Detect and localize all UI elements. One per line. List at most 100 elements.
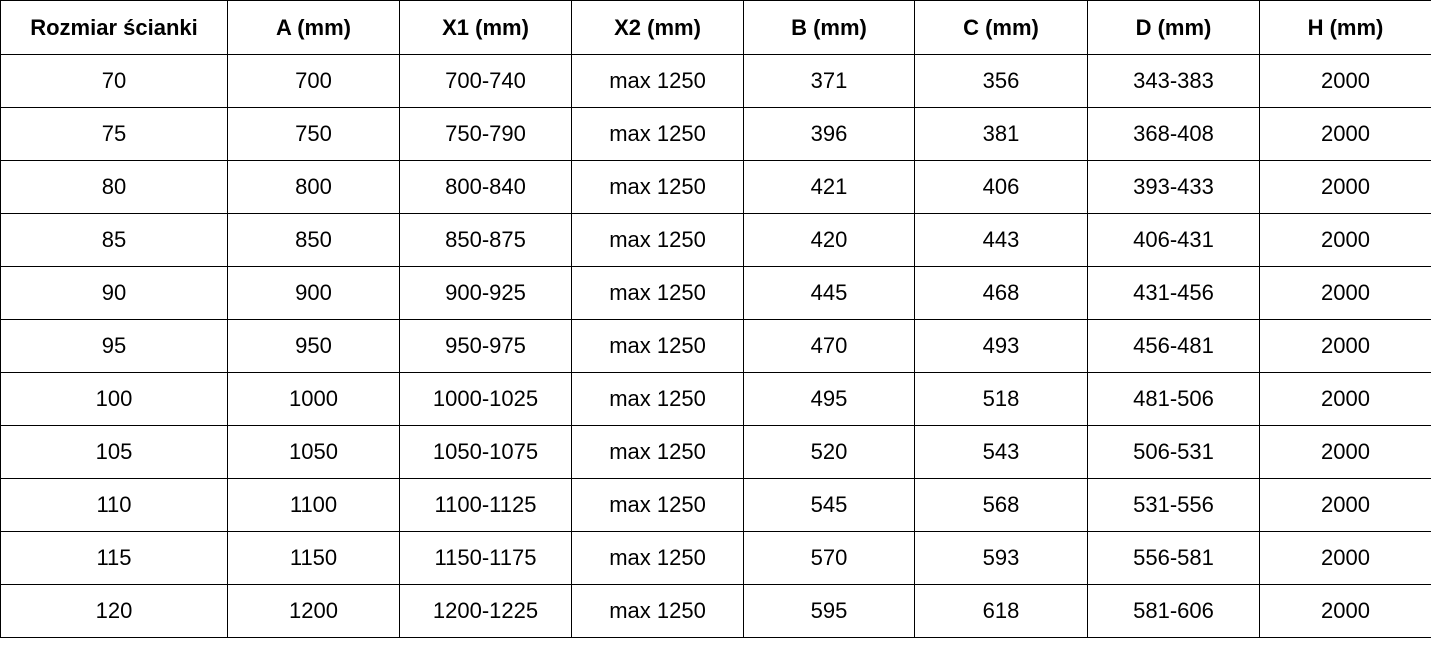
table-cell: 115	[0, 531, 228, 585]
table-cell: 520	[743, 425, 915, 479]
table-cell: 85	[0, 213, 228, 267]
table-cell: max 1250	[571, 266, 744, 320]
table-cell: 343-383	[1087, 54, 1260, 108]
table-cell: 593	[914, 531, 1088, 585]
table-cell: 443	[914, 213, 1088, 267]
table-cell: 1200	[227, 584, 400, 638]
table-cell: 445	[743, 266, 915, 320]
table-cell: 70	[0, 54, 228, 108]
table-cell: 750	[227, 107, 400, 161]
table-row: 70 700 700-740 max 1250 371 356 343-383 2000	[0, 54, 1431, 108]
table-cell: 700	[227, 54, 400, 108]
table-cell: 531-556	[1087, 478, 1260, 532]
table-cell: max 1250	[571, 425, 744, 479]
table-cell: 2000	[1259, 584, 1431, 638]
table-row: 105 1050 1050-1075 max 1250 520 543 506-531 200…	[0, 425, 1431, 479]
table-cell: 90	[0, 266, 228, 320]
table-cell: 800	[227, 160, 400, 214]
table-row: 75 750 750-790 max 1250 396 381 368-408 2000	[0, 107, 1431, 161]
table-cell: 1150	[227, 531, 400, 585]
table-cell: 506-531	[1087, 425, 1260, 479]
table-cell: 406-431	[1087, 213, 1260, 267]
table-cell: max 1250	[571, 319, 744, 373]
table-cell: 850	[227, 213, 400, 267]
table-cell: 700-740	[399, 54, 572, 108]
table-row: 120 1200 1200-1225 max 1250 595 618 581-606 200…	[0, 584, 1431, 638]
table-cell: 1050-1075	[399, 425, 572, 479]
table-cell: 900	[227, 266, 400, 320]
table-cell: max 1250	[571, 531, 744, 585]
table-row: 115 1150 1150-1175 max 1250 570 593 556-581 200…	[0, 531, 1431, 585]
table-cell: 2000	[1259, 107, 1431, 161]
table-cell: 368-408	[1087, 107, 1260, 161]
table-cell: 570	[743, 531, 915, 585]
table-cell: 900-925	[399, 266, 572, 320]
table-cell: 850-875	[399, 213, 572, 267]
table-cell: 80	[0, 160, 228, 214]
column-header: Rozmiar ścianki	[0, 0, 228, 55]
table-cell: 2000	[1259, 425, 1431, 479]
table-row: 110 1100 1100-1125 max 1250 545 568 531-556 200…	[0, 478, 1431, 532]
table-cell: 568	[914, 478, 1088, 532]
table-cell: max 1250	[571, 478, 744, 532]
table-cell: 2000	[1259, 319, 1431, 373]
table-cell: 456-481	[1087, 319, 1260, 373]
table-row: 95 950 950-975 max 1250 470 493 456-481 2000	[0, 319, 1431, 373]
table-row: 90 900 900-925 max 1250 445 468 431-456 2000	[0, 266, 1431, 320]
table-cell: 421	[743, 160, 915, 214]
column-header: D (mm)	[1087, 0, 1260, 55]
table-row: 100 1000 1000-1025 max 1250 495 518 481-506 200…	[0, 372, 1431, 426]
table-body: 70 700 700-740 max 1250 371 356 343-383 2000 75 7…	[0, 54, 1431, 638]
table-cell: 420	[743, 213, 915, 267]
table-cell: 800-840	[399, 160, 572, 214]
table-cell: 393-433	[1087, 160, 1260, 214]
table-cell: max 1250	[571, 107, 744, 161]
table-cell: 750-790	[399, 107, 572, 161]
table-cell: 518	[914, 372, 1088, 426]
table-cell: 1050	[227, 425, 400, 479]
column-header: A (mm)	[227, 0, 400, 55]
table-cell: 595	[743, 584, 915, 638]
table-cell: 950	[227, 319, 400, 373]
table-cell: 1000-1025	[399, 372, 572, 426]
table-cell: 618	[914, 584, 1088, 638]
table-cell: 493	[914, 319, 1088, 373]
table-cell: 100	[0, 372, 228, 426]
table-cell: 2000	[1259, 372, 1431, 426]
table-cell: 371	[743, 54, 915, 108]
column-header: X2 (mm)	[571, 0, 744, 55]
table-cell: 95	[0, 319, 228, 373]
column-header: X1 (mm)	[399, 0, 572, 55]
table-cell: max 1250	[571, 372, 744, 426]
table-cell: 495	[743, 372, 915, 426]
table-cell: 356	[914, 54, 1088, 108]
table-cell: 468	[914, 266, 1088, 320]
table-cell: 1150-1175	[399, 531, 572, 585]
header-row: Rozmiar ścianki A (mm) X1 (mm) X2 (mm) B (mm…	[0, 0, 1431, 55]
table-cell: 543	[914, 425, 1088, 479]
table-cell: 1100-1125	[399, 478, 572, 532]
table-cell: 950-975	[399, 319, 572, 373]
table-cell: 406	[914, 160, 1088, 214]
table-cell: 2000	[1259, 54, 1431, 108]
table-cell: 381	[914, 107, 1088, 161]
table-cell: 2000	[1259, 478, 1431, 532]
table-cell: 481-506	[1087, 372, 1260, 426]
table-cell: 75	[0, 107, 228, 161]
table-cell: 105	[0, 425, 228, 479]
table-cell: 431-456	[1087, 266, 1260, 320]
column-header: B (mm)	[743, 0, 915, 55]
table-cell: 2000	[1259, 531, 1431, 585]
table-cell: 396	[743, 107, 915, 161]
table-cell: 1000	[227, 372, 400, 426]
table-cell: 581-606	[1087, 584, 1260, 638]
table-cell: 1200-1225	[399, 584, 572, 638]
table-cell: 2000	[1259, 213, 1431, 267]
table-row: 85 850 850-875 max 1250 420 443 406-431 2000	[0, 213, 1431, 267]
table-cell: 556-581	[1087, 531, 1260, 585]
table-cell: 110	[0, 478, 228, 532]
table-cell: max 1250	[571, 584, 744, 638]
table-cell: 120	[0, 584, 228, 638]
column-header: H (mm)	[1259, 0, 1431, 55]
